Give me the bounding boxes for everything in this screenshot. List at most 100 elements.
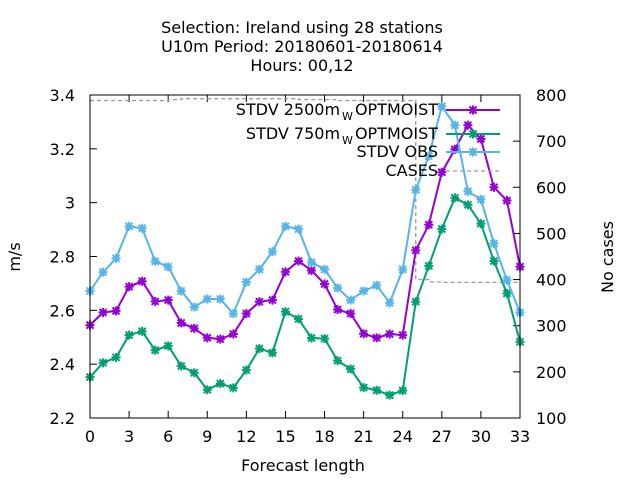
- point-stdv-750m: [320, 334, 330, 344]
- point-stdv-obs: [254, 264, 264, 274]
- y-tick-label: 3: [65, 194, 75, 213]
- point-stdv-750m: [124, 330, 134, 340]
- point-stdv-750m: [346, 364, 356, 374]
- y-tick-label: 2.2: [50, 409, 75, 428]
- point-stdv-750m: [411, 297, 421, 307]
- y2-tick-label: 700: [536, 132, 567, 151]
- point-stdv-2500m: [98, 307, 108, 317]
- point-stdv-2500m: [372, 333, 382, 343]
- point-stdv-2500m: [150, 296, 160, 306]
- point-stdv-obs: [163, 262, 173, 272]
- y-tick-label: 3.4: [50, 86, 75, 105]
- y2-tick-label: 500: [536, 224, 567, 243]
- point-stdv-2500m: [398, 330, 408, 340]
- point-stdv-obs: [215, 294, 225, 304]
- x-tick-label: 9: [202, 427, 212, 446]
- point-stdv-2500m: [411, 245, 421, 255]
- legend-marker-stdv-2500m: [468, 105, 478, 115]
- point-stdv-2500m: [280, 267, 290, 277]
- y2-tick-label: 200: [536, 363, 567, 382]
- point-stdv-obs: [176, 286, 186, 296]
- point-stdv-obs: [489, 239, 499, 249]
- x-tick-label: 18: [314, 427, 334, 446]
- point-stdv-750m: [137, 326, 147, 336]
- legend-label-stdv-2500m: STDV 2500m W OPTMOIST: [236, 100, 438, 123]
- point-stdv-obs: [124, 221, 134, 231]
- point-stdv-750m: [424, 261, 434, 271]
- point-stdv-obs: [293, 224, 303, 234]
- y-tick-label: 2.4: [50, 355, 75, 374]
- point-stdv-2500m: [241, 309, 251, 319]
- point-stdv-2500m: [333, 305, 343, 315]
- point-stdv-obs: [463, 186, 473, 196]
- point-stdv-750m: [267, 348, 277, 358]
- point-stdv-obs: [98, 267, 108, 277]
- point-stdv-750m: [202, 385, 212, 395]
- point-stdv-obs: [372, 280, 382, 290]
- point-stdv-obs: [437, 101, 447, 111]
- x-axis-label: Forecast length: [241, 456, 365, 475]
- point-stdv-750m: [437, 224, 447, 234]
- point-stdv-2500m: [424, 220, 434, 230]
- x-tick-label: 24: [393, 427, 413, 446]
- point-stdv-obs: [307, 257, 317, 267]
- legend-label-stdv-750m: STDV 750m W OPTMOIST: [246, 124, 438, 147]
- point-stdv-obs: [424, 151, 434, 161]
- point-stdv-obs: [202, 294, 212, 304]
- plot-frame: [89, 94, 521, 419]
- point-stdv-750m: [359, 383, 369, 393]
- series-line-stdv-750m: [89, 196, 521, 397]
- point-stdv-2500m: [502, 196, 512, 206]
- x-tick-label: 6: [163, 427, 173, 446]
- point-stdv-obs: [450, 120, 460, 130]
- point-stdv-obs: [411, 185, 421, 195]
- point-stdv-obs: [280, 221, 290, 231]
- point-stdv-750m: [254, 344, 264, 354]
- point-stdv-750m: [189, 368, 199, 378]
- point-stdv-750m: [228, 383, 238, 393]
- point-stdv-2500m: [437, 167, 447, 177]
- point-stdv-2500m: [215, 334, 225, 344]
- series-line-cases: [90, 98, 520, 283]
- point-stdv-2500m: [307, 265, 317, 275]
- y2-tick-label: 800: [536, 86, 567, 105]
- x-tick-label: 15: [275, 427, 295, 446]
- point-stdv-750m: [215, 379, 225, 389]
- x-tick-label: 3: [124, 427, 134, 446]
- legend-marker-stdv-750m: [468, 129, 478, 139]
- point-stdv-2500m: [189, 323, 199, 333]
- point-stdv-2500m: [254, 297, 264, 307]
- point-stdv-2500m: [463, 120, 473, 130]
- point-stdv-750m: [372, 385, 382, 395]
- point-stdv-2500m: [476, 134, 486, 144]
- y2-tick-label: 100: [536, 409, 567, 428]
- point-stdv-2500m: [320, 279, 330, 289]
- point-stdv-obs: [385, 298, 395, 308]
- x-tick-label: 21: [353, 427, 373, 446]
- point-stdv-obs: [241, 277, 251, 287]
- point-stdv-2500m: [228, 329, 238, 339]
- point-stdv-750m: [385, 390, 395, 400]
- point-stdv-obs: [502, 275, 512, 285]
- point-stdv-2500m: [489, 182, 499, 192]
- point-stdv-obs: [346, 295, 356, 305]
- point-stdv-750m: [450, 193, 460, 203]
- x-tick-label: 30: [471, 427, 491, 446]
- point-stdv-2500m: [267, 295, 277, 305]
- point-stdv-2500m: [385, 329, 395, 339]
- y2-tick-label: 300: [536, 317, 567, 336]
- x-tick-label: 27: [432, 427, 452, 446]
- point-stdv-2500m: [176, 318, 186, 328]
- point-stdv-obs: [189, 302, 199, 312]
- point-stdv-obs: [476, 194, 486, 204]
- point-stdv-obs: [228, 309, 238, 319]
- x-tick-label: 33: [510, 427, 530, 446]
- point-stdv-2500m: [111, 306, 121, 316]
- point-stdv-obs: [137, 223, 147, 233]
- x-tick-label: 12: [236, 427, 256, 446]
- series-line-stdv-2500m: [89, 123, 521, 341]
- point-stdv-obs: [111, 253, 121, 263]
- point-stdv-750m: [280, 307, 290, 317]
